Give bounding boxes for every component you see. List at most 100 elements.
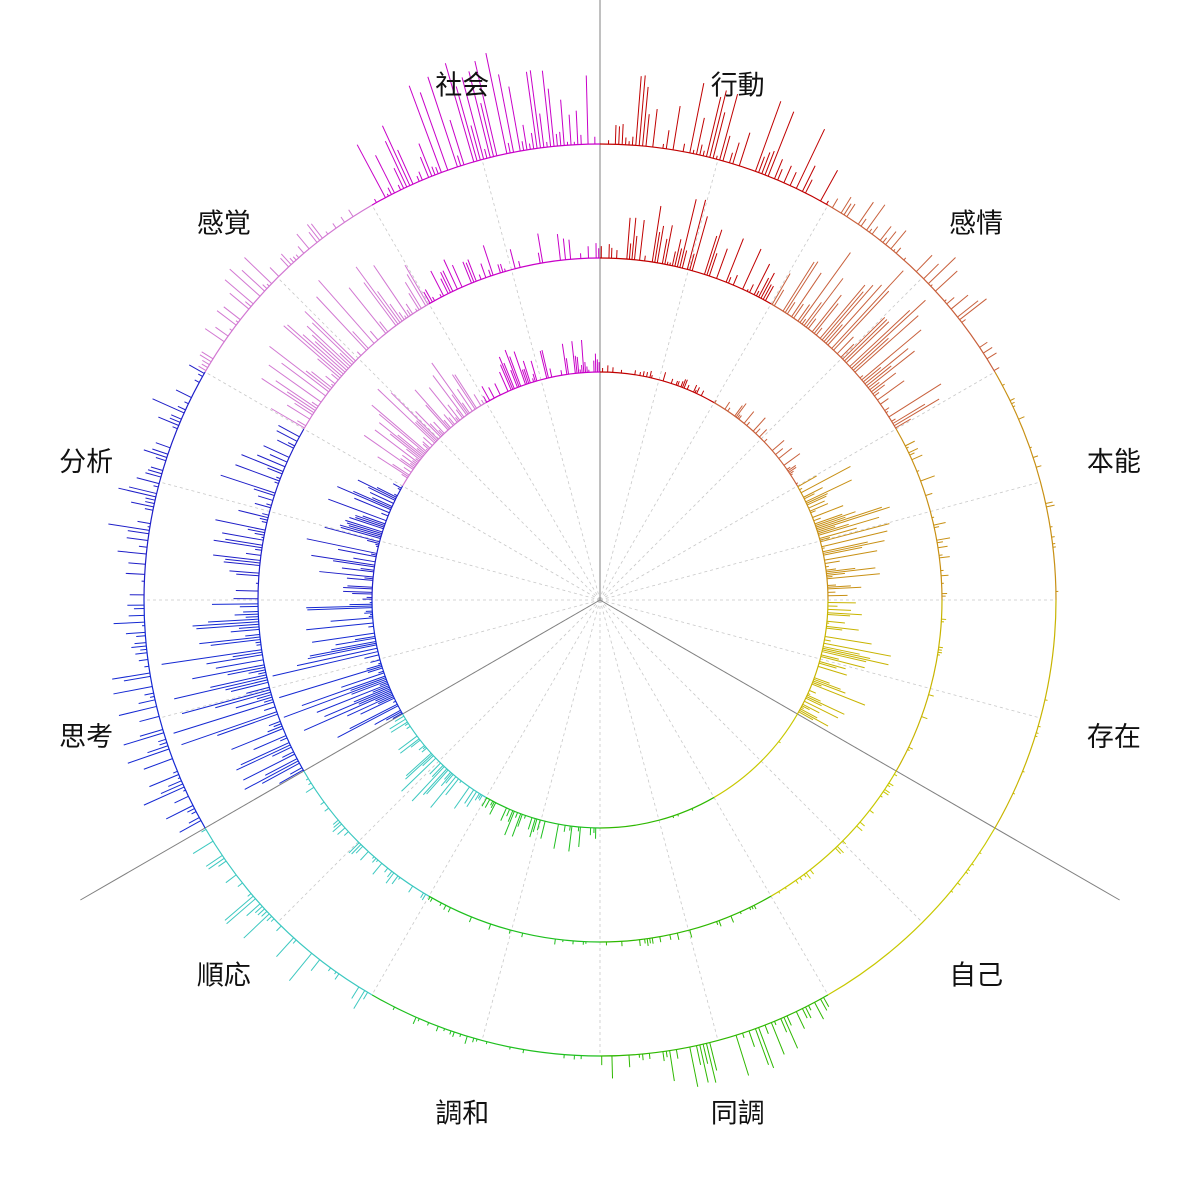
bar-mark xyxy=(356,144,386,198)
bar-mark xyxy=(289,257,294,263)
bar-mark xyxy=(143,449,168,458)
bar-mark xyxy=(879,226,892,241)
bar-mark xyxy=(528,143,531,150)
bar-mark xyxy=(639,939,641,947)
bar-mark xyxy=(846,203,856,217)
bar-mark xyxy=(230,628,260,633)
bar-mark xyxy=(153,485,159,488)
bar-mark xyxy=(223,561,260,567)
bar-mark xyxy=(306,622,374,631)
bar-mark xyxy=(915,254,933,272)
bar-mark xyxy=(611,1055,614,1079)
bar-mark xyxy=(345,519,383,533)
bar-mark xyxy=(871,372,897,393)
bar-mark xyxy=(774,159,783,179)
bar-mark xyxy=(254,532,265,536)
bar-mark xyxy=(455,86,478,162)
bar-mark xyxy=(826,625,859,631)
bar-mark xyxy=(507,142,511,154)
bar-mark xyxy=(827,284,882,346)
bar-mark xyxy=(861,329,922,381)
bar-mark xyxy=(254,502,271,509)
bar-mark xyxy=(405,752,432,777)
bar-mark xyxy=(803,302,822,326)
bar-mark xyxy=(461,77,485,160)
ring-arc xyxy=(713,713,798,798)
bar-mark xyxy=(418,171,423,181)
bar-mark xyxy=(137,520,151,525)
bar-mark xyxy=(661,238,668,264)
bar-mark xyxy=(831,198,839,208)
bar-mark xyxy=(378,696,394,705)
bar-mark xyxy=(523,368,530,384)
bar-mark xyxy=(823,540,885,554)
bar-mark xyxy=(490,801,495,809)
bar-mark xyxy=(136,635,146,637)
bar-mark xyxy=(213,539,263,549)
bar-mark xyxy=(159,742,168,746)
bar-mark xyxy=(506,809,511,817)
bar-mark xyxy=(675,380,679,386)
bar-mark xyxy=(198,373,203,377)
bar-mark xyxy=(184,401,189,405)
bar-mark xyxy=(226,898,256,925)
bar-mark xyxy=(257,495,273,501)
bar-mark xyxy=(654,232,661,263)
bar-mark xyxy=(536,819,541,831)
bar-mark xyxy=(669,934,672,940)
bar-mark xyxy=(384,867,389,873)
bar-mark xyxy=(695,1045,702,1065)
bar-mark xyxy=(503,362,515,389)
bar-mark xyxy=(420,892,424,898)
bar-mark xyxy=(752,417,766,432)
bar-mark xyxy=(337,705,399,738)
bar-mark xyxy=(753,263,771,295)
bar-mark xyxy=(444,63,475,162)
bar-mark xyxy=(158,416,179,426)
segment-label: 分析 xyxy=(59,447,113,478)
bar-mark xyxy=(397,184,402,191)
bar-mark xyxy=(294,402,313,416)
ring-arc xyxy=(796,485,829,601)
bar-mark xyxy=(225,538,263,546)
bar-mark xyxy=(421,893,427,901)
bar-mark xyxy=(786,1015,792,1026)
bar-mark xyxy=(229,292,250,310)
ring-arc xyxy=(599,895,772,943)
bar-mark xyxy=(145,472,162,478)
bar-mark xyxy=(808,1005,812,1011)
bar-mark xyxy=(389,303,403,322)
bar-mark xyxy=(509,356,522,387)
bar-mark xyxy=(453,786,470,809)
bar-mark xyxy=(628,1055,631,1068)
bar-mark xyxy=(173,701,274,734)
bar-mark xyxy=(575,110,579,145)
bar-mark xyxy=(807,495,827,506)
bar-mark xyxy=(246,903,261,917)
bar-mark xyxy=(306,538,377,554)
bar-mark xyxy=(443,414,454,426)
bar-mark xyxy=(824,636,872,645)
bar-mark xyxy=(811,294,842,333)
bar-mark xyxy=(529,818,536,838)
bar-mark xyxy=(734,405,743,417)
bar-mark xyxy=(621,124,624,145)
bar-mark xyxy=(754,101,782,172)
bar-mark xyxy=(814,677,830,684)
bar-mark xyxy=(403,466,412,473)
bar-mark xyxy=(145,497,156,501)
bar-mark xyxy=(438,429,444,435)
bar-mark xyxy=(935,270,958,292)
bar-mark xyxy=(363,434,414,470)
bar-mark xyxy=(895,247,902,254)
segment-label: 調和 xyxy=(435,1098,489,1129)
bar-mark xyxy=(869,381,880,391)
bar-mark xyxy=(986,352,997,360)
bar-mark xyxy=(286,404,311,420)
bar-mark xyxy=(224,279,254,305)
bar-mark xyxy=(236,573,259,577)
bar-mark xyxy=(722,135,731,162)
bar-mark xyxy=(353,557,376,563)
bar-mark xyxy=(384,140,408,188)
bar-mark xyxy=(340,216,345,223)
